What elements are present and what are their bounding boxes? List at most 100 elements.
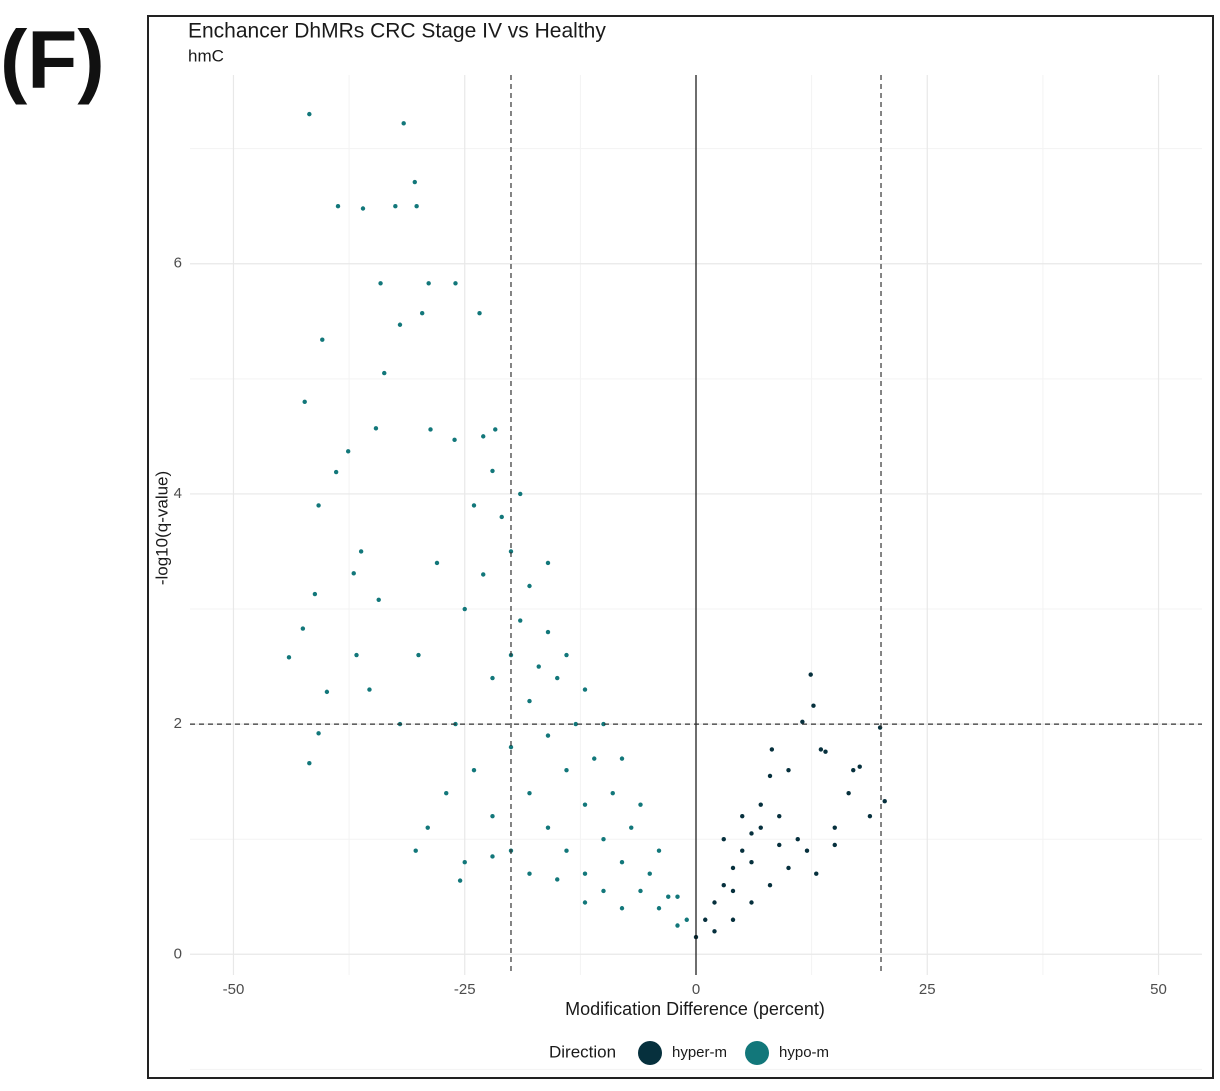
chart-title: Enchancer DhMRs CRC Stage IV vs Healthy — [188, 20, 606, 43]
data-point — [846, 790, 851, 796]
data-point — [373, 426, 379, 431]
data-point — [320, 337, 325, 342]
data-point — [477, 311, 482, 316]
data-point — [471, 767, 477, 773]
data-point — [730, 888, 736, 894]
data-point — [749, 860, 754, 865]
data-point — [324, 689, 330, 695]
data-point — [818, 747, 824, 752]
legend-label: hyper-m — [672, 1044, 727, 1061]
y-tick-label: 0 — [174, 945, 182, 962]
data-point — [345, 449, 351, 454]
data-point — [675, 894, 680, 899]
data-point — [767, 773, 773, 779]
legend-title: Direction — [549, 1042, 616, 1061]
data-point — [582, 871, 588, 876]
data-point — [527, 698, 532, 704]
x-tick-label: 0 — [692, 981, 700, 998]
data-point — [481, 434, 486, 439]
data-point — [312, 591, 318, 597]
data-point — [582, 687, 588, 692]
data-point — [358, 549, 364, 554]
data-point — [804, 848, 810, 853]
data-point — [378, 281, 383, 286]
data-point — [302, 399, 307, 405]
data-point — [490, 813, 495, 819]
data-point — [452, 437, 457, 443]
legend-swatch — [745, 1041, 770, 1065]
legend-swatch — [638, 1041, 662, 1065]
data-point — [647, 871, 652, 876]
data-point — [481, 572, 486, 577]
legend: Direction hyper-m hypo-m — [549, 1041, 829, 1065]
data-point — [629, 825, 634, 830]
data-point — [545, 629, 551, 635]
data-point — [412, 179, 417, 185]
data-point — [601, 836, 606, 842]
data-point — [536, 664, 541, 669]
data-point — [758, 825, 763, 830]
data-point — [545, 825, 551, 830]
data-point — [882, 799, 887, 804]
data-point — [471, 503, 477, 508]
data-point — [592, 756, 597, 761]
data-point — [712, 900, 717, 905]
data-point — [307, 761, 312, 766]
data-point — [795, 836, 800, 842]
data-point — [462, 860, 467, 865]
data-point — [564, 848, 569, 853]
data-point — [413, 848, 418, 853]
reference-lines — [190, 75, 1202, 975]
data-point — [786, 767, 791, 773]
data-point — [333, 469, 339, 475]
data-point — [457, 878, 463, 883]
data-point — [393, 204, 398, 209]
data-point — [619, 756, 625, 761]
data-point — [555, 675, 560, 681]
data-point — [601, 721, 606, 727]
data-point — [619, 860, 625, 865]
data-point — [367, 687, 372, 692]
data-point — [490, 675, 495, 681]
data-point — [518, 491, 523, 497]
data-point — [527, 583, 532, 589]
data-point — [777, 813, 782, 819]
data-point — [401, 121, 406, 126]
data-point — [721, 836, 726, 842]
x-tick-label: -50 — [223, 981, 245, 998]
data-point — [335, 204, 341, 209]
data-point — [656, 906, 662, 911]
data-point — [721, 883, 726, 888]
panel-border — [147, 15, 1214, 1079]
data-point — [490, 854, 495, 859]
data-point — [857, 764, 862, 769]
data-point — [800, 719, 805, 725]
data-point — [823, 749, 828, 754]
data-point — [740, 848, 745, 853]
x-tick-label: -25 — [454, 981, 476, 998]
data-point — [564, 767, 569, 773]
data-point — [769, 747, 775, 752]
y-tick-label: 6 — [174, 255, 182, 272]
data-point — [573, 721, 578, 727]
x-axis-label: Modification Difference (percent) — [565, 999, 825, 1019]
data-point — [758, 802, 763, 807]
data-point — [808, 672, 813, 677]
data-point — [684, 917, 689, 922]
data-point — [703, 917, 708, 922]
data-point — [462, 606, 467, 612]
data-point — [508, 744, 514, 750]
data-point — [508, 549, 514, 554]
data-point — [426, 281, 431, 286]
data-point — [832, 825, 837, 830]
data-point — [300, 626, 306, 631]
legend-label: hypo-m — [779, 1044, 829, 1061]
y-tick-label: 4 — [174, 485, 182, 502]
data-point — [851, 767, 856, 773]
x-tick-label: 50 — [1150, 981, 1167, 998]
data-point — [419, 311, 425, 316]
data-point — [619, 906, 625, 911]
data-point — [867, 813, 873, 819]
data-point — [777, 842, 782, 848]
